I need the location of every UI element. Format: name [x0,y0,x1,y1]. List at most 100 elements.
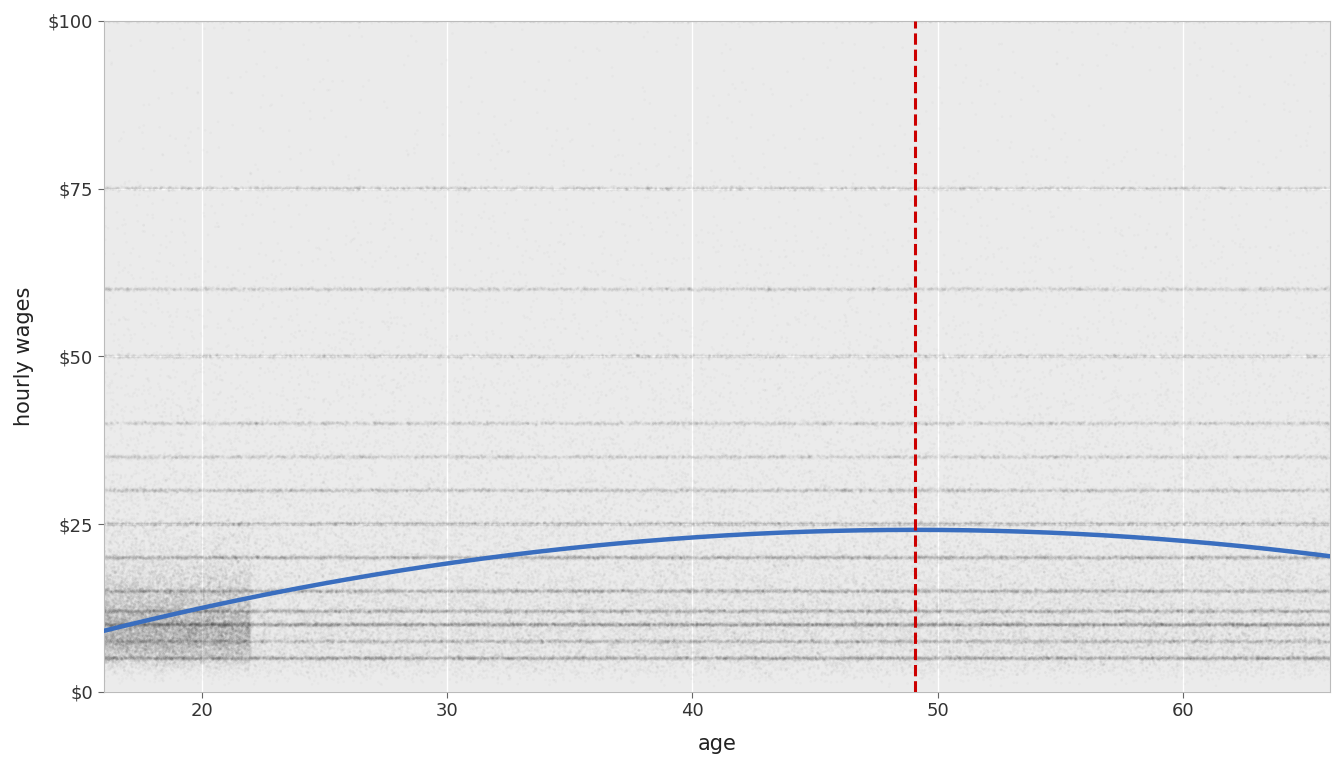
Point [751,284,773,296]
Point [782,644,804,657]
Point [171,585,192,598]
Point [567,551,589,563]
Point [995,483,1016,495]
Point [316,617,337,629]
Point [1017,551,1039,563]
Point [202,605,223,617]
Point [172,597,194,609]
Point [1271,349,1293,361]
Point [727,636,749,648]
Point [211,618,233,631]
Point [868,583,890,595]
Point [188,570,210,582]
Point [712,584,734,597]
Point [520,519,542,531]
Point [128,182,149,194]
Point [918,451,939,463]
Point [612,585,633,598]
Point [195,588,216,601]
Point [401,548,422,560]
Point [1064,452,1086,464]
Point [598,490,620,502]
Point [1253,528,1274,540]
Point [113,653,134,665]
Point [628,401,649,413]
Point [1091,618,1113,631]
Point [185,569,207,581]
Point [1110,618,1132,631]
Point [793,607,814,619]
Point [331,604,352,617]
Point [165,519,187,531]
Point [880,642,902,654]
Point [972,550,993,562]
Point [1125,605,1146,617]
Point [1145,330,1167,343]
Point [749,645,770,657]
Point [969,653,991,665]
Point [937,650,958,663]
Point [1113,283,1134,295]
Point [401,15,422,27]
Point [1044,283,1066,295]
Point [926,584,948,597]
Point [614,574,636,587]
Point [902,485,923,497]
Point [1273,626,1294,638]
Point [161,599,183,611]
Point [126,645,148,657]
Point [375,654,396,667]
Point [149,634,171,646]
Point [1126,620,1148,632]
Point [309,523,331,535]
Point [645,518,667,530]
Point [130,550,152,562]
Point [117,595,138,607]
Point [328,450,349,462]
Point [1227,630,1249,642]
Point [363,518,384,531]
Point [478,594,500,607]
Point [289,350,310,362]
Point [601,450,622,462]
Point [770,450,792,462]
Point [353,518,375,531]
Point [1235,605,1257,617]
Point [1271,351,1293,363]
Point [109,349,130,361]
Point [895,595,917,607]
Point [426,184,448,197]
Point [1208,350,1230,362]
Point [308,660,329,673]
Point [591,349,613,361]
Point [1168,617,1189,630]
Point [1091,651,1113,664]
Point [1216,518,1238,530]
Point [910,622,931,634]
Point [102,619,124,631]
Point [422,635,444,647]
Point [402,548,423,560]
Point [671,606,692,618]
Point [957,585,978,598]
Point [122,589,144,601]
Point [1038,551,1059,563]
Point [1056,350,1078,362]
Point [155,523,176,535]
Point [215,576,237,588]
Point [575,675,597,687]
Point [900,651,922,664]
Point [473,606,495,618]
Point [777,506,798,518]
Point [973,629,995,641]
Point [711,551,732,563]
Point [1085,283,1106,295]
Point [1232,560,1254,572]
Point [126,637,148,649]
Point [427,587,449,599]
Point [805,651,827,664]
Point [140,601,161,614]
Point [562,479,583,492]
Point [95,627,117,640]
Point [146,560,168,572]
